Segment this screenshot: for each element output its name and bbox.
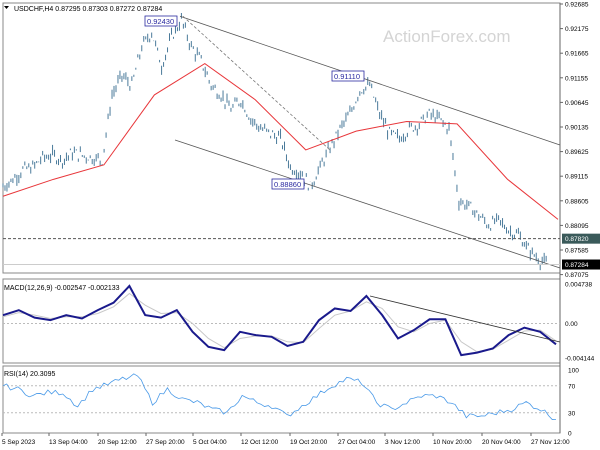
macd-title: MACD(12,26,9) -0.002547 -0.002133 [4,285,120,292]
panel-frame [2,278,561,364]
dropdown-triangle-icon[interactable] [4,6,9,9]
panel-frame [2,2,561,274]
annotation-box [144,15,178,27]
x-tick-label: 5 Oct 04:00 [193,439,227,446]
y-tick-label: 0.88095 [565,223,589,230]
macd-trendline [369,295,561,343]
y-tick-label: 0.87075 [565,272,589,279]
macd-tick-label: 0.00 [565,321,578,328]
price-level-badge [562,259,600,270]
price-level-badge [562,233,600,244]
macd-tick-label: -0.004144 [565,356,595,363]
y-tick-label: 0.92685 [565,2,589,9]
rsi-tick-label: 30 [568,410,576,417]
x-tick-label: 20 Nov 04:00 [482,439,521,446]
upper-channel-line [179,15,561,146]
moving-average-line [2,62,559,220]
x-tick-label: 5 Sep 2023 [2,439,36,446]
rsi-tick-label: 0 [568,431,572,438]
y-tick-label: 0.91155 [565,75,588,82]
x-tick-label: 3 Nov 12:00 [385,439,420,446]
lower-channel-line [174,139,561,269]
y-tick-label: 0.87585 [565,248,589,255]
price-level-label: 0.87820 [565,236,589,243]
macd-signal-line [2,292,557,353]
annotation-label: 0.88860 [274,180,301,189]
annotation-box [331,70,365,82]
dashed-trendline [182,16,331,151]
x-tick-label: 12 Oct 12:00 [241,439,279,446]
x-tick-label: 27 Oct 04:00 [338,439,376,446]
y-tick-label: 0.89115 [565,174,588,181]
macd-panel [2,284,561,357]
rsi-panel [2,373,560,420]
annotation-label: 0.92430 [147,17,174,26]
y-tick-label: 0.90645 [565,100,589,107]
rsi-tick-label: 70 [568,383,576,390]
x-tick-label: 20 Sep 12:00 [98,439,137,446]
x-tick-label: 19 Oct 20:00 [290,439,328,446]
y-tick-label: 0.92175 [565,26,589,33]
price-level-label: 0.87284 [565,262,589,269]
chart-header: USDCHF,H4 0.87295 0.87303 0.87272 0.8728… [14,6,162,13]
rsi-tick-label: 100 [568,368,579,375]
y-tick-label: 0.91665 [565,51,589,58]
annotation-label: 0.91110 [334,72,360,81]
x-tick-label: 27 Sep 20:00 [146,439,185,446]
price-panel: 0.92430 0.91110 0.88860 [2,12,561,271]
rsi-line [2,373,557,420]
panel-frame [2,365,561,434]
annotation-box [271,178,305,190]
rsi-title: RSI(14) 20.3095 [4,371,55,378]
y-tick-label: 0.88605 [565,198,589,205]
x-tick-label: 13 Sep 04:00 [49,439,88,446]
macd-tick-label: 0.004738 [565,282,592,289]
y-tick-label: 0.90135 [565,125,589,132]
watermark: ActionForex.com [383,27,511,46]
x-tick-label: 10 Nov 20:00 [433,439,472,446]
y-tick-label: 0.89625 [565,149,589,156]
macd-line [2,284,557,357]
x-tick-label: 27 Nov 12:00 [531,439,570,446]
